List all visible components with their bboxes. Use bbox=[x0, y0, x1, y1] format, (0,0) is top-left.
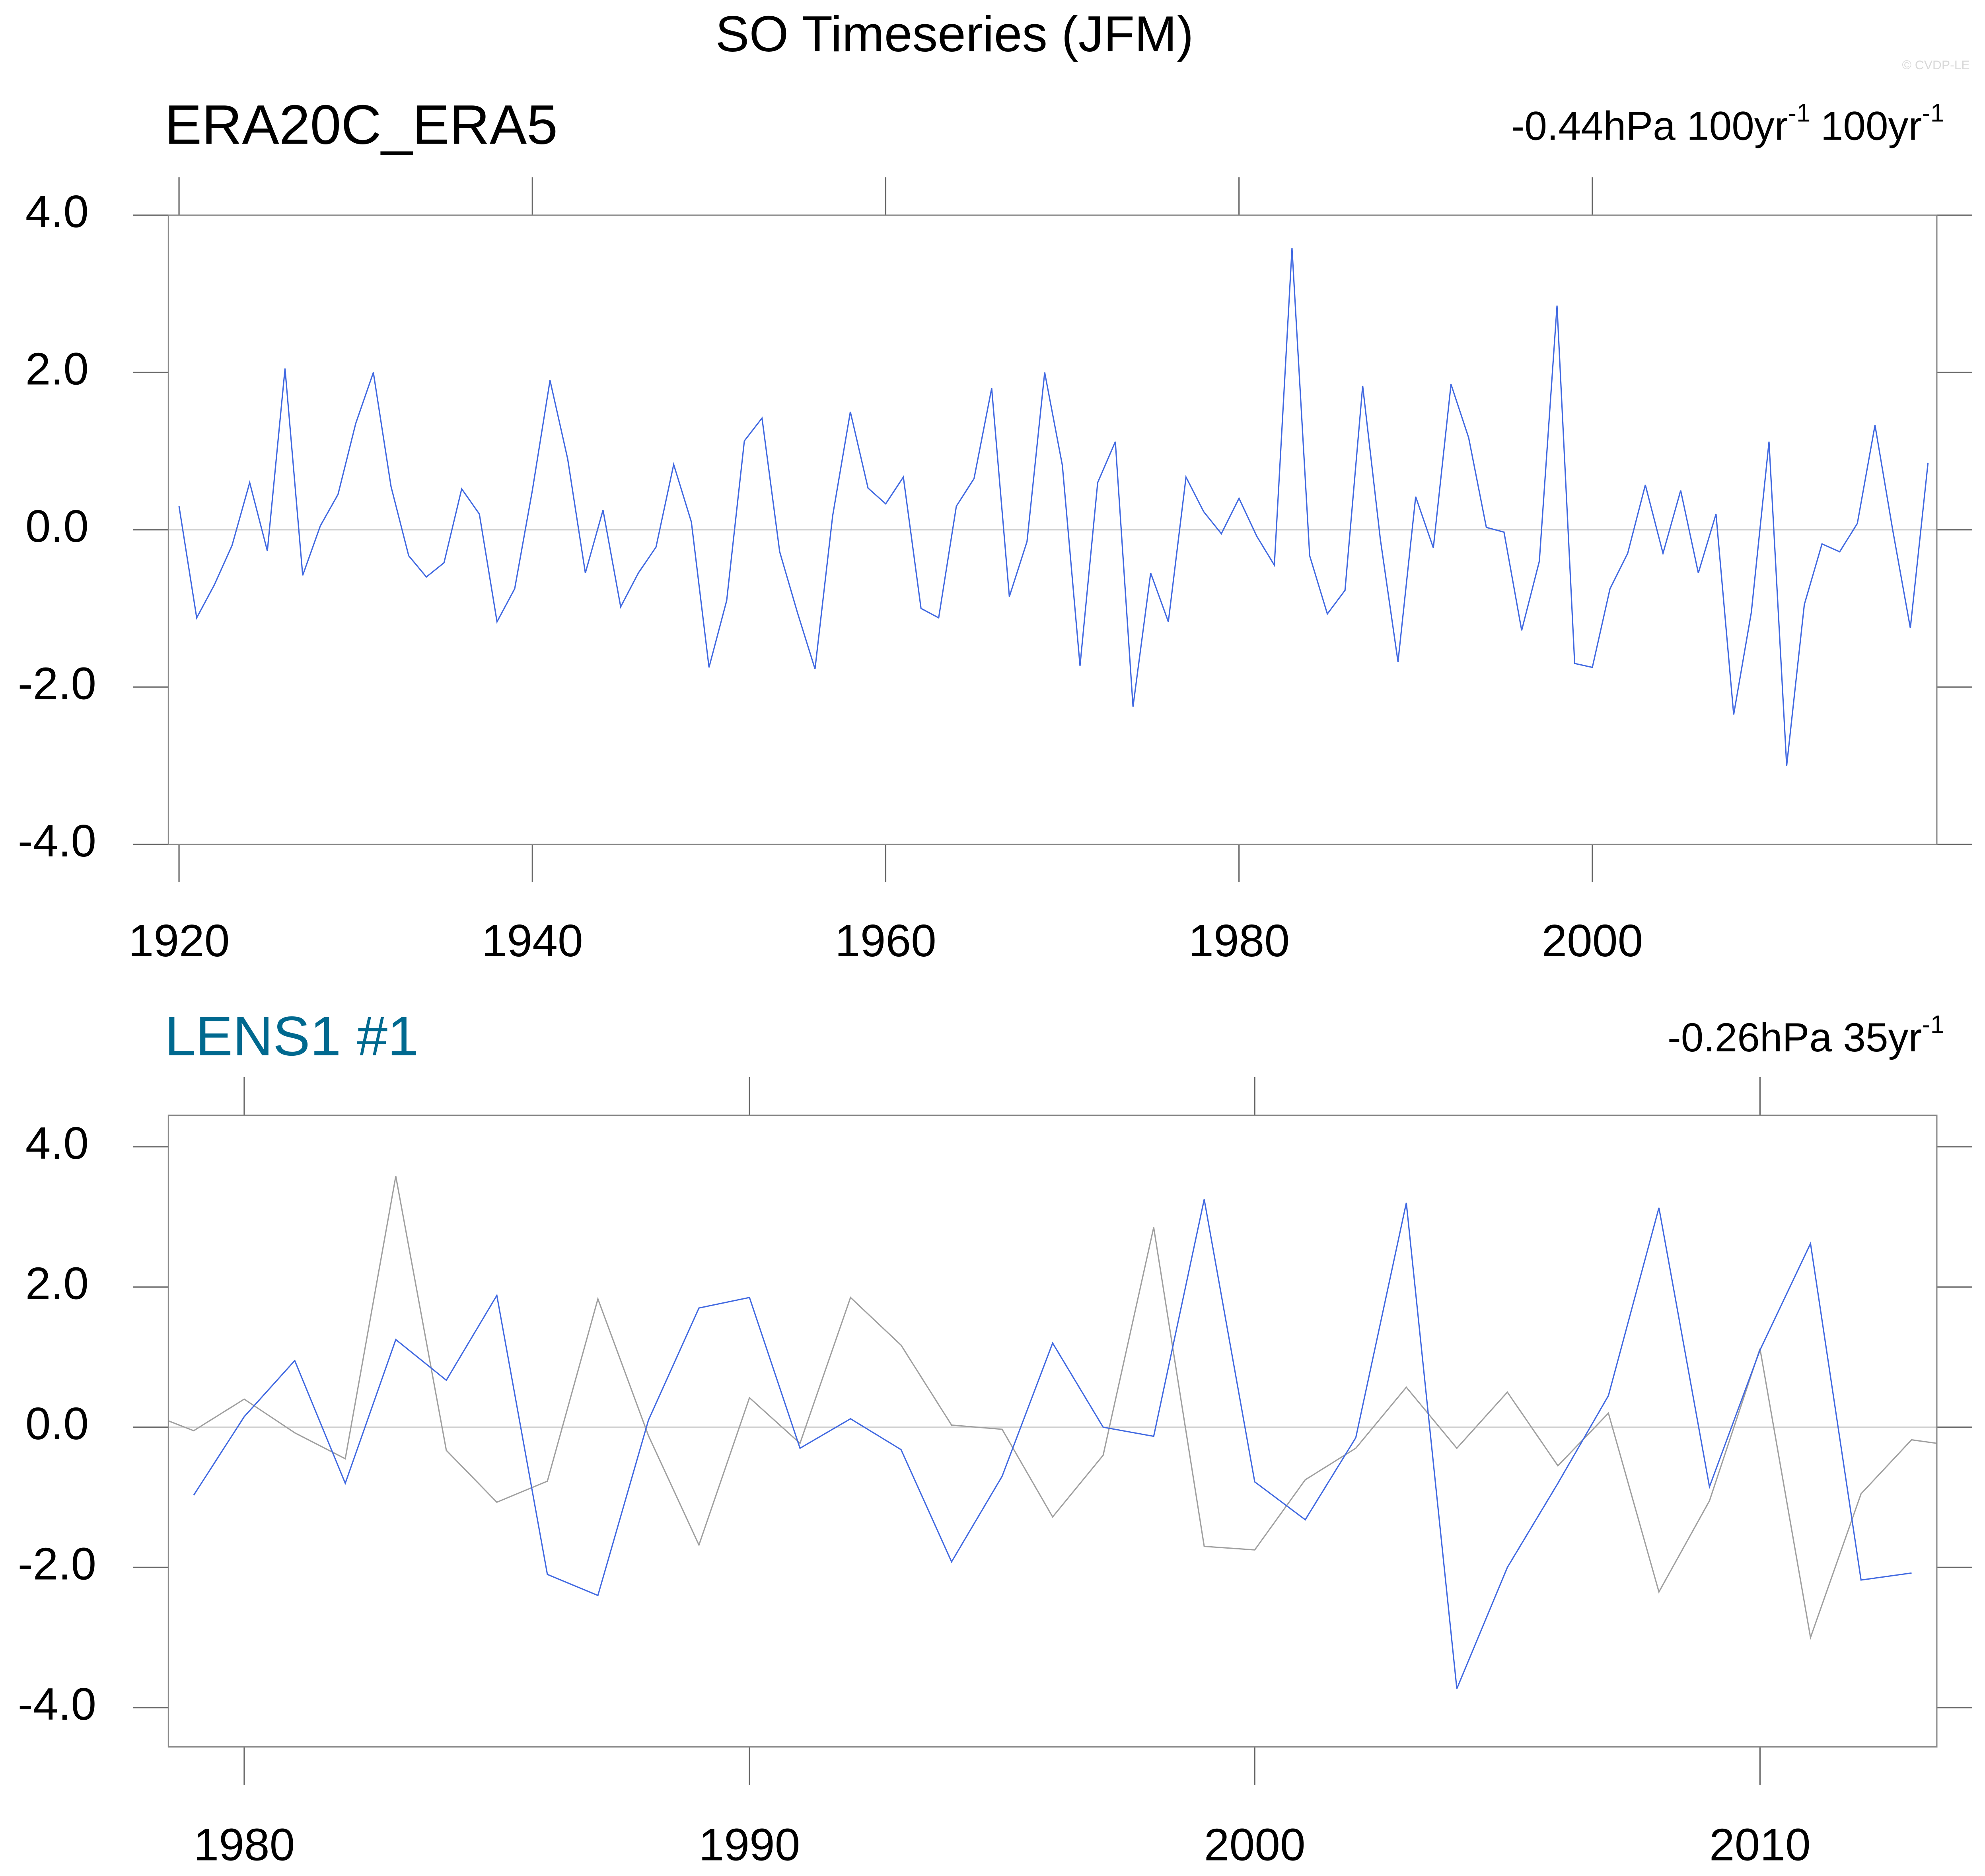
series-line bbox=[193, 1199, 1912, 1689]
x-tick-label: 2000 bbox=[1541, 915, 1643, 966]
y-tick-label: -2.0 bbox=[18, 1539, 96, 1590]
x-tick-label: 1940 bbox=[482, 915, 583, 966]
main-title: SO Timeseries (JFM) bbox=[716, 6, 1194, 62]
superscript: -1 bbox=[1922, 1010, 1944, 1039]
x-tick-label: 1920 bbox=[128, 915, 230, 966]
x-tick-label: 1960 bbox=[835, 915, 936, 966]
y-tick-label: -2.0 bbox=[18, 658, 96, 709]
x-tick-label: 1990 bbox=[699, 1819, 800, 1870]
panel-title: LENS1 #1 bbox=[165, 1005, 418, 1067]
y-tick-label: 4.0 bbox=[25, 1118, 89, 1169]
title-part: -0.44hPa 100yr bbox=[1511, 103, 1788, 148]
title-part: 100yr bbox=[1821, 103, 1922, 148]
plot-frame bbox=[167, 1114, 1938, 1748]
series-line bbox=[168, 1176, 1937, 1640]
panel-title: ERA20C_ERA5 bbox=[165, 93, 558, 156]
x-tick-label: 1980 bbox=[194, 1819, 295, 1870]
plot-frame bbox=[167, 214, 1938, 845]
y-tick-label: -4.0 bbox=[18, 815, 96, 866]
y-tick-label: 2.0 bbox=[25, 1258, 89, 1309]
y-tick-label: 0.0 bbox=[25, 501, 89, 552]
x-tick-label: 1980 bbox=[1188, 915, 1290, 966]
superscript: -1 bbox=[1788, 99, 1811, 127]
series-line bbox=[178, 248, 1929, 766]
y-tick-label: -4.0 bbox=[18, 1679, 96, 1730]
y-tick-label: 2.0 bbox=[25, 344, 89, 395]
title-part: -0.26hPa 35yr bbox=[1668, 1015, 1922, 1060]
panel-right-title: -0.26hPa 35yr-1 bbox=[1668, 1010, 1944, 1060]
watermark: © CVDP-LE bbox=[1902, 58, 1969, 72]
y-tick-label: 0.0 bbox=[25, 1398, 89, 1449]
x-tick-label: 2010 bbox=[1709, 1819, 1811, 1870]
y-tick-label: 4.0 bbox=[25, 186, 89, 237]
panel-right-title: -0.44hPa 100yr-1 100yr-1 bbox=[1511, 99, 1944, 149]
superscript: -1 bbox=[1922, 99, 1944, 127]
x-tick-label: 2000 bbox=[1204, 1819, 1306, 1870]
